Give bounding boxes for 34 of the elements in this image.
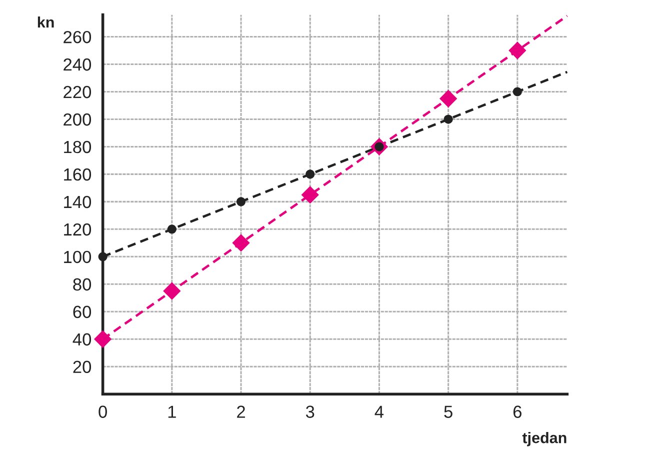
point bbox=[301, 186, 319, 204]
y-tick-label: 80 bbox=[73, 278, 92, 291]
y-tick-label: 240 bbox=[64, 58, 92, 71]
x-tick-label: 6 bbox=[513, 406, 522, 418]
point bbox=[167, 224, 176, 234]
point bbox=[512, 87, 522, 96]
y-tick-label: 160 bbox=[64, 168, 92, 181]
y-tick-label: 20 bbox=[73, 360, 92, 374]
x-tick-label: 3 bbox=[306, 406, 314, 418]
x-tick-label: 2 bbox=[237, 406, 245, 418]
y-tick-label: 100 bbox=[64, 250, 92, 264]
x-tick-label: 0 bbox=[98, 406, 107, 418]
x-tick-label: 4 bbox=[374, 406, 384, 418]
point bbox=[306, 170, 315, 179]
point bbox=[232, 234, 250, 252]
point bbox=[94, 330, 112, 348]
y-tick-label: 140 bbox=[64, 196, 92, 208]
point bbox=[439, 90, 458, 108]
x-tick-label: 1 bbox=[168, 406, 176, 418]
point bbox=[98, 252, 108, 262]
point bbox=[236, 197, 246, 206]
y-tick-label: 40 bbox=[72, 333, 92, 346]
x-axis-title: tjedan bbox=[522, 432, 566, 446]
point bbox=[163, 282, 181, 300]
y-tick-label: 260 bbox=[64, 30, 92, 44]
x-tick-label: 5 bbox=[444, 406, 452, 418]
y-tick-label: 60 bbox=[73, 306, 92, 318]
point bbox=[508, 42, 526, 60]
y-tick-label: 120 bbox=[64, 223, 92, 236]
y-tick-label: 180 bbox=[64, 140, 92, 154]
y-axis-title: kn bbox=[38, 16, 54, 28]
point bbox=[444, 114, 453, 124]
y-tick-label: 220 bbox=[64, 86, 92, 98]
y-tick-label: 200 bbox=[64, 113, 92, 126]
